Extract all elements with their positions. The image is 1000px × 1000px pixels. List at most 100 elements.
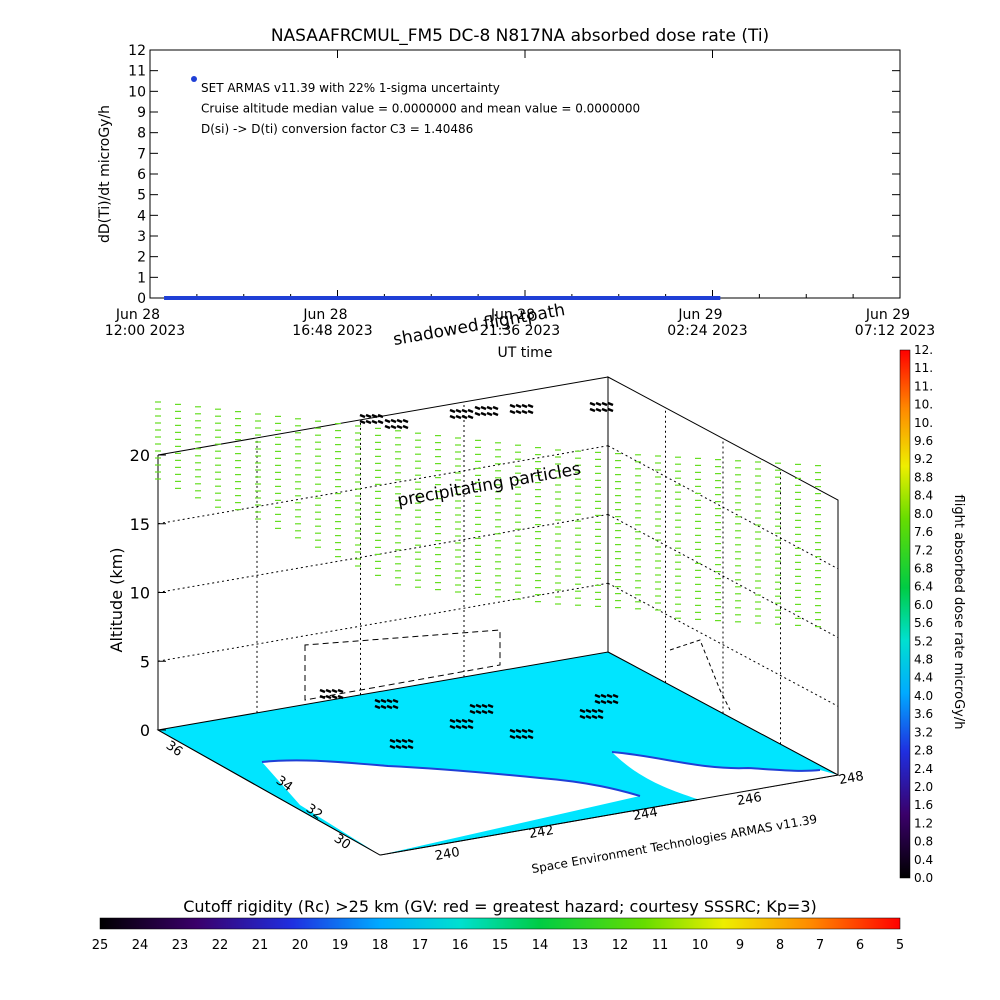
y-tick-label: 3: [137, 229, 146, 245]
track-segment: [607, 407, 614, 413]
dose-colorbar-tick-label: 4.8: [914, 653, 933, 667]
track-segment: [319, 688, 326, 694]
top-panel: NASAAFRCMUL_FM5 DC-8 N817NA absorbed dos…: [97, 26, 935, 361]
track-segment: [469, 709, 476, 715]
track-segment: [480, 411, 487, 417]
track-segment: [606, 699, 613, 705]
dose-colorbar-tick-label: 9.2: [914, 452, 933, 466]
dose-colorbar-tick-label: 3.2: [914, 725, 933, 739]
track-segment: [374, 698, 381, 704]
dose-colorbar-tick-label: 11.: [914, 379, 933, 393]
track-segment: [579, 708, 586, 714]
track-segment: [389, 738, 396, 744]
rigidity-colorbar-tick-label: 25: [92, 938, 109, 953]
dose-colorbar-tick-label: 8.4: [914, 489, 933, 503]
altitude-tick-label: 20: [130, 446, 150, 465]
track-segment: [509, 403, 516, 409]
track-segment: [486, 405, 493, 411]
y-tick-label: 6: [137, 167, 146, 183]
dose-colorbar-tick-label: 5.6: [914, 616, 933, 630]
track-segment: [377, 413, 384, 419]
track-segment: [589, 407, 596, 413]
y-tick-label: 2: [137, 250, 146, 266]
coastline: [261, 759, 641, 797]
altitude-tick-label: 15: [130, 515, 150, 534]
track-segment: [594, 699, 601, 705]
dose-colorbar-tick-label: 6.0: [914, 598, 933, 612]
wall-grid-line: [607, 582, 839, 707]
rigidity-colorbar-tick-label: 15: [492, 938, 509, 953]
dose-colorbar-tick-label: 8.8: [914, 470, 933, 484]
track-segment: [449, 414, 456, 420]
altitude-ticks: 0 5 10 15 20: [130, 446, 166, 740]
x-tick-label-date: Jun 29: [865, 307, 910, 323]
rigidity-colorbar-tick-label: 19: [332, 938, 349, 953]
track-segment: [337, 688, 344, 694]
floor-front-right-edge: [379, 774, 839, 856]
rigidity-colorbar-tick-label: 13: [572, 938, 589, 953]
track-segment: [527, 728, 534, 734]
rigidity-colorbar-tick-label: 6: [856, 938, 864, 953]
track-segment: [521, 409, 528, 415]
dose-colorbar-tick-label: 7.2: [914, 543, 933, 557]
dose-rate-series: [164, 76, 721, 300]
track-segment: [396, 424, 403, 430]
y-tick-label: 7: [137, 146, 146, 162]
rigidity-colorbar-tick-label: 22: [212, 938, 229, 953]
y-tick-label: 5: [137, 188, 146, 204]
track-segment: [487, 709, 494, 715]
track-segment: [595, 401, 602, 407]
dose-colorbar-tick-label: 6.8: [914, 561, 933, 575]
track-segment: [359, 419, 366, 425]
track-segment: [594, 693, 601, 699]
longitude-ticks: 240 242 244 246 248: [434, 769, 865, 864]
wall-grid: [157, 401, 839, 745]
wall-grid-line: [157, 514, 609, 593]
x-tick-label-time: 12:00 2023: [105, 323, 185, 339]
track-segment: [600, 693, 607, 699]
dose-colorbar-tick-label: 9.6: [914, 434, 933, 448]
dose-colorbar-tick-label: 2.0: [914, 780, 933, 794]
dose-colorbar-tick-label: 0.0: [914, 871, 933, 885]
track-segment: [402, 424, 409, 430]
x-tick-label-time: 07:12 2023: [855, 323, 935, 339]
track-segment: [595, 407, 602, 413]
track-segment: [492, 405, 499, 411]
dose-colorbar-tick-label: 4.0: [914, 689, 933, 703]
track-segment: [481, 703, 488, 709]
x-tick-label-time: 16:48 2023: [292, 323, 372, 339]
track-segment: [390, 418, 397, 424]
top-y-axis-label: dD(Ti)/dt microGy/h: [97, 105, 113, 243]
track-segment: [474, 405, 481, 411]
dose-colorbar-tick-label: 2.4: [914, 762, 933, 776]
track-segment: [585, 708, 592, 714]
track-segment: [396, 418, 403, 424]
rigidity-colorbar-tick-label: 10: [692, 938, 709, 953]
chart-title: NASAAFRCMUL_FM5 DC-8 N817NA absorbed dos…: [271, 26, 769, 46]
track-segment: [461, 718, 468, 724]
track-segment: [601, 407, 608, 413]
track-segment: [401, 744, 408, 750]
track-outline: [669, 639, 731, 711]
track-segment: [515, 734, 522, 740]
longitude-tick-label: 242: [528, 823, 555, 842]
dose-colorbar-tick-label: 12.: [914, 343, 933, 357]
track-segment: [579, 714, 586, 720]
y-tick-label: 4: [137, 208, 146, 224]
altitude-tick-label: 10: [130, 584, 150, 603]
track-segment: [487, 703, 494, 709]
precipitating-particles: [155, 401, 821, 628]
track-segment: [597, 714, 604, 720]
track-segment: [371, 413, 378, 419]
rigidity-colorbar-tick-label: 9: [736, 938, 744, 953]
dose-colorbar-tick-label: 2.8: [914, 744, 933, 758]
track-segment: [467, 408, 474, 414]
track-segment: [475, 709, 482, 715]
dose-colorbar-tick-label: 3.6: [914, 707, 933, 721]
track-segment: [589, 401, 596, 407]
track-segment: [469, 703, 476, 709]
track-segment: [325, 688, 332, 694]
track-segment: [509, 409, 516, 415]
rigidity-colorbar-tick-label: 18: [372, 938, 389, 953]
